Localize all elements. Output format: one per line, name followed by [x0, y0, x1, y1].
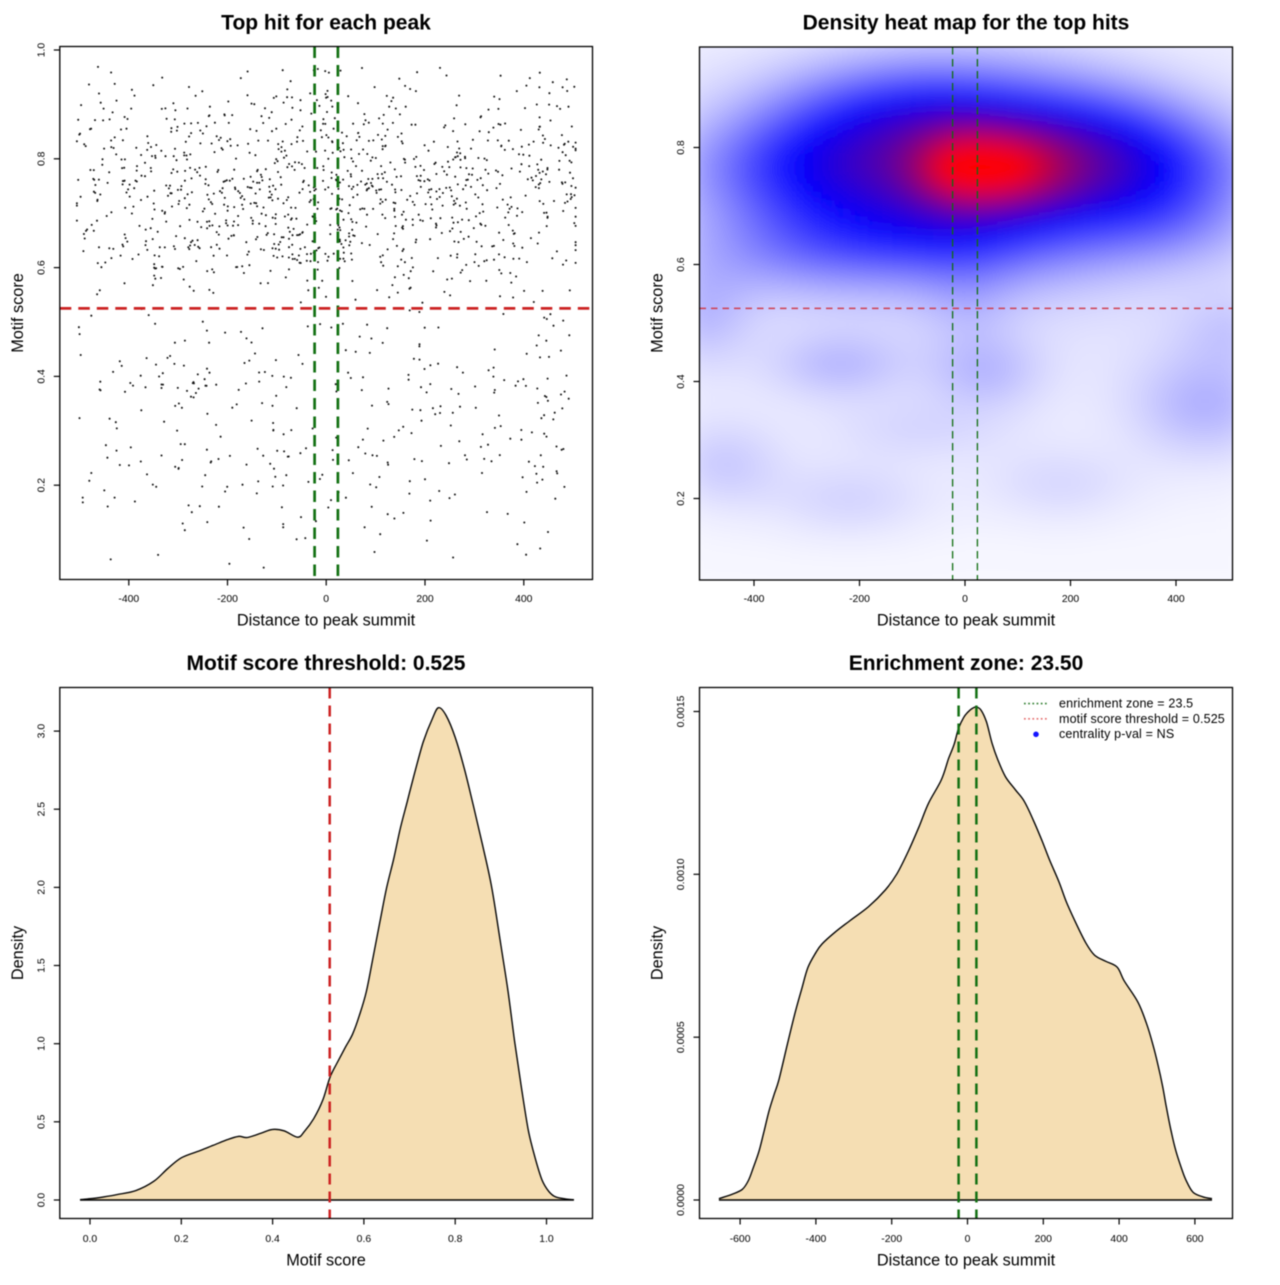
svg-text:Distance to peak summit: Distance to peak summit — [877, 1252, 1056, 1270]
svg-text:0.0: 0.0 — [37, 1193, 48, 1208]
svg-text:enrichment zone = 23.5: enrichment zone = 23.5 — [1059, 697, 1193, 711]
svg-text:-200: -200 — [849, 594, 870, 605]
svg-text:Distance to peak summit: Distance to peak summit — [237, 612, 416, 630]
svg-text:motif score threshold = 0.525: motif score threshold = 0.525 — [1059, 712, 1225, 726]
svg-text:-200: -200 — [881, 1234, 902, 1245]
svg-text:Density heat map for the top h: Density heat map for the top hits — [803, 12, 1130, 35]
svg-text:centrality p-val = NS: centrality p-val = NS — [1059, 727, 1174, 741]
svg-text:0.4: 0.4 — [265, 1234, 280, 1245]
svg-text:1.5: 1.5 — [37, 958, 48, 973]
svg-text:200: 200 — [1035, 1234, 1053, 1245]
svg-text:-400: -400 — [806, 1234, 827, 1245]
svg-text:2.5: 2.5 — [37, 802, 48, 817]
svg-text:0: 0 — [965, 1234, 971, 1245]
svg-text:0.5: 0.5 — [37, 1114, 48, 1129]
svg-text:-400: -400 — [744, 594, 765, 605]
svg-text:0.8: 0.8 — [448, 1234, 463, 1245]
svg-text:600: 600 — [1186, 1234, 1204, 1245]
svg-text:0.8: 0.8 — [37, 151, 48, 166]
svg-text:200: 200 — [416, 594, 434, 605]
svg-text:Motif score: Motif score — [286, 1252, 366, 1270]
svg-text:1.0: 1.0 — [37, 1036, 48, 1051]
svg-text:Enrichment zone: 23.50: Enrichment zone: 23.50 — [849, 652, 1084, 675]
svg-text:3.0: 3.0 — [37, 724, 48, 739]
svg-text:200: 200 — [1062, 594, 1080, 605]
svg-text:400: 400 — [1167, 594, 1185, 605]
svg-text:0.0015: 0.0015 — [676, 695, 687, 727]
svg-text:0.6: 0.6 — [37, 260, 48, 275]
svg-text:400: 400 — [1110, 1234, 1128, 1245]
svg-text:0.6: 0.6 — [357, 1234, 372, 1245]
svg-text:0.6: 0.6 — [676, 257, 687, 272]
svg-text:0.2: 0.2 — [676, 491, 687, 506]
svg-text:0: 0 — [323, 594, 329, 605]
svg-text:Density: Density — [9, 925, 27, 980]
svg-text:1.0: 1.0 — [37, 43, 48, 58]
svg-text:0.0010: 0.0010 — [676, 858, 687, 890]
svg-text:-400: -400 — [118, 594, 139, 605]
svg-text:0.0000: 0.0000 — [676, 1184, 687, 1216]
svg-text:Motif score: Motif score — [648, 273, 666, 353]
svg-text:400: 400 — [515, 594, 533, 605]
svg-text:-600: -600 — [730, 1234, 751, 1245]
svg-text:0: 0 — [962, 594, 968, 605]
svg-text:0.2: 0.2 — [37, 478, 48, 493]
svg-text:0.8: 0.8 — [676, 140, 687, 155]
svg-text:Top hit for each peak: Top hit for each peak — [221, 12, 431, 35]
svg-text:Density: Density — [648, 925, 666, 980]
svg-text:1.0: 1.0 — [539, 1234, 554, 1245]
svg-text:0.0: 0.0 — [83, 1234, 98, 1245]
svg-text:-200: -200 — [217, 594, 238, 605]
svg-text:Motif score: Motif score — [9, 273, 27, 353]
svg-text:0.2: 0.2 — [174, 1234, 189, 1245]
svg-text:0.4: 0.4 — [676, 374, 687, 389]
svg-text:2.0: 2.0 — [37, 880, 48, 895]
svg-text:0.0005: 0.0005 — [676, 1021, 687, 1053]
svg-text:Motif score threshold: 0.525: Motif score threshold: 0.525 — [187, 652, 466, 675]
svg-text:Distance to peak summit: Distance to peak summit — [877, 612, 1056, 630]
svg-text:0.4: 0.4 — [37, 369, 48, 384]
